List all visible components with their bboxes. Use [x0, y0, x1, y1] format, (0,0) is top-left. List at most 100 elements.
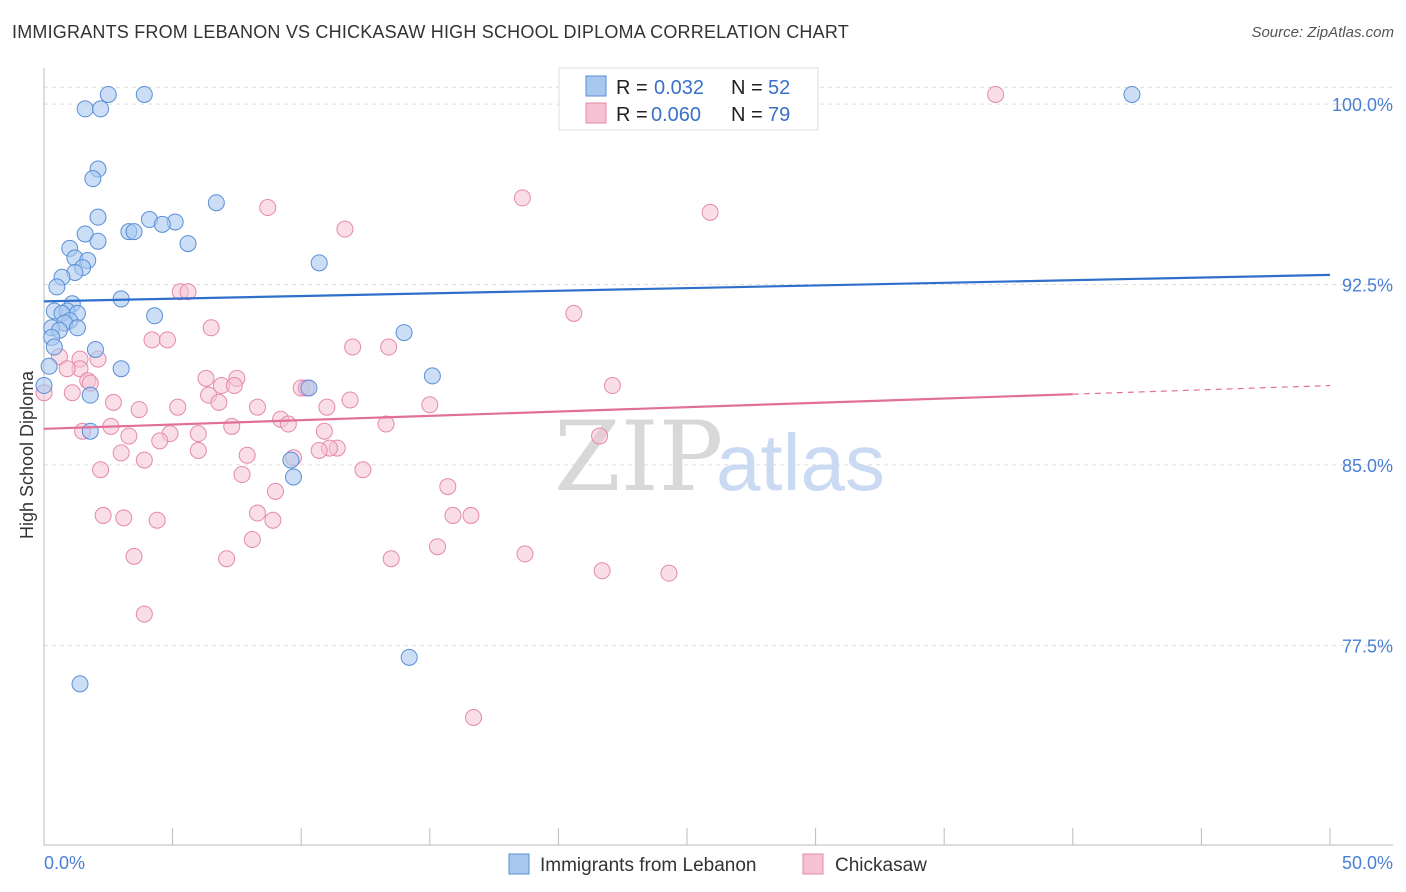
chickasaw-point — [513, 189, 531, 207]
chickasaw-point — [125, 547, 143, 565]
chickasaw-point — [377, 415, 395, 433]
bottom-legend-label-2: Chickasaw — [835, 855, 927, 876]
legend-r-value-1: 0.032 — [654, 77, 704, 99]
lebanon-point — [71, 675, 89, 693]
lebanon-point — [81, 422, 99, 440]
legend-r-label-2: R = — [616, 104, 648, 126]
bottom-legend-swatch-pink — [802, 853, 824, 875]
y-axis-label: High School Diploma — [17, 370, 37, 539]
lebanon-point — [45, 338, 63, 356]
lebanon-point — [92, 100, 110, 118]
lebanon-point — [400, 648, 418, 666]
bottom-legend-swatch-blue — [508, 853, 530, 875]
chickasaw-point — [660, 564, 678, 582]
chickasaw-point — [421, 396, 439, 414]
lebanon-point — [1123, 85, 1141, 103]
lebanon-point — [125, 223, 143, 241]
bottom-legend-label-1: Immigrants from Lebanon — [540, 855, 757, 876]
lebanon-point — [284, 468, 302, 486]
chickasaw-point — [143, 331, 161, 349]
lebanon-point — [282, 451, 300, 469]
chickasaw-point — [169, 398, 187, 416]
legend-n-value-2: 79 — [768, 104, 790, 126]
chickasaw-point — [218, 550, 236, 568]
chickasaw-point — [189, 441, 207, 459]
chickasaw-point — [115, 509, 133, 527]
chickasaw-point — [591, 427, 609, 445]
chickasaw-point — [225, 377, 243, 395]
chickasaw-point — [516, 545, 534, 563]
x-ticks — [43, 828, 1331, 845]
chickasaw-point — [444, 506, 462, 524]
chickasaw-point — [259, 199, 277, 217]
chickasaw-point — [380, 338, 398, 356]
bottom-legend: Immigrants from Lebanon Chickasaw — [508, 853, 927, 876]
chickasaw-point — [593, 562, 611, 580]
chickasaw-point — [701, 203, 719, 221]
chickasaw-point — [112, 444, 130, 462]
x-tick-label-max: 50.0% — [1342, 853, 1393, 873]
chickasaw-point — [315, 422, 333, 440]
trend-lines — [43, 273, 1331, 430]
stats-legend: R = 0.032 N = 52 R = 0.060 N = 79 — [558, 67, 819, 131]
source-label: Source: ZipAtlas.com — [1251, 24, 1394, 41]
chickasaw-point — [565, 304, 583, 322]
lebanon-point — [81, 386, 99, 404]
y-tick-label: 77.5% — [1342, 636, 1393, 656]
lebanon-point — [135, 85, 153, 103]
chickasaw-point — [462, 506, 480, 524]
chickasaw-point — [310, 441, 328, 459]
lebanon-point — [300, 379, 318, 397]
chickasaw-trend-extension — [1072, 384, 1331, 395]
chickasaw-point — [429, 538, 447, 556]
lebanon-point — [40, 357, 58, 375]
lebanon-point — [207, 194, 225, 212]
y-tick-label: 85.0% — [1342, 456, 1393, 476]
chickasaw-point — [223, 417, 241, 435]
chickasaw-point — [130, 401, 148, 419]
axes — [43, 68, 1393, 846]
legend-n-label-2: N = — [731, 104, 763, 126]
chickasaw-point — [248, 398, 266, 416]
chickasaw-point — [151, 432, 169, 450]
chickasaw-point — [243, 530, 261, 548]
lebanon-point — [48, 278, 66, 296]
lebanon-point — [395, 324, 413, 342]
watermark: ZIP atlas — [554, 401, 885, 513]
chickasaw-trend-line — [43, 393, 1073, 430]
legend-n-label-1: N = — [731, 77, 763, 99]
chickasaw-points — [35, 85, 1005, 727]
lebanon-trend-line — [43, 273, 1331, 303]
chickasaw-point — [197, 369, 215, 387]
watermark-atlas: atlas — [716, 418, 885, 507]
chickasaw-point — [279, 415, 297, 433]
lebanon-point — [68, 319, 86, 337]
watermark-zip: ZIP — [554, 401, 723, 513]
legend-n-value-1: 52 — [768, 77, 790, 99]
lebanon-point — [76, 225, 94, 243]
chickasaw-point — [465, 709, 483, 727]
chickasaw-point — [135, 451, 153, 469]
y-tick-label: 92.5% — [1342, 276, 1393, 296]
lebanon-points — [35, 85, 1141, 693]
chickasaw-point — [189, 425, 207, 443]
chickasaw-point — [120, 427, 138, 445]
chickasaw-point — [104, 393, 122, 411]
lebanon-point — [423, 367, 441, 385]
lebanon-point — [179, 235, 197, 253]
chickasaw-point — [148, 511, 166, 529]
chickasaw-point — [158, 331, 176, 349]
lebanon-point — [310, 254, 328, 272]
chickasaw-point — [238, 446, 256, 464]
legend-swatch-blue — [585, 75, 607, 97]
legend-r-label-1: R = — [616, 77, 648, 99]
chickasaw-point — [266, 482, 284, 500]
chickasaw-point — [92, 461, 110, 479]
lebanon-point — [89, 208, 107, 226]
lebanon-point — [99, 85, 117, 103]
chickasaw-point — [202, 319, 220, 337]
legend-r-value-2: 0.060 — [651, 104, 701, 126]
chickasaw-point — [179, 283, 197, 301]
chickasaw-point — [344, 338, 362, 356]
